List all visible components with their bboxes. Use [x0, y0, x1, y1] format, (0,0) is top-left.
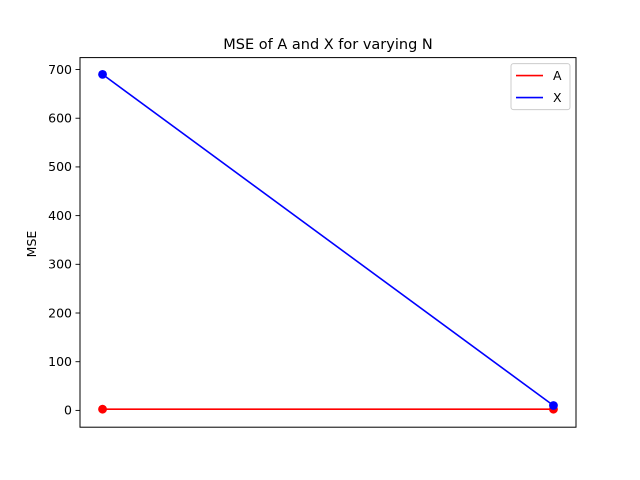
chart-title: MSE of A and X for varying N: [223, 37, 432, 53]
data-point-x: [98, 70, 107, 79]
data-point-x: [549, 401, 558, 410]
y-tick-label: 300: [48, 257, 72, 272]
y-tick-label: 0: [64, 403, 72, 418]
y-tick-label: 700: [48, 62, 72, 77]
legend: AX: [510, 63, 571, 111]
series-line-x: [102, 73, 554, 407]
y-axis-ticks: 0 100 200 300 400 500 600 700: [48, 62, 80, 418]
data-point-a: [98, 404, 107, 414]
plot-area-frame: [79, 57, 577, 428]
y-tick-label: 200: [48, 305, 72, 320]
y-axis-label: MSE: [24, 231, 39, 258]
legend-label-x: X: [553, 90, 562, 105]
y-tick-label: 600: [48, 111, 72, 126]
series-layer: [98, 70, 558, 414]
y-tick-label: 400: [48, 208, 72, 223]
legend-label-a: A: [553, 68, 562, 83]
y-tick-label: 100: [48, 354, 72, 369]
y-tick-label: 500: [48, 159, 72, 174]
